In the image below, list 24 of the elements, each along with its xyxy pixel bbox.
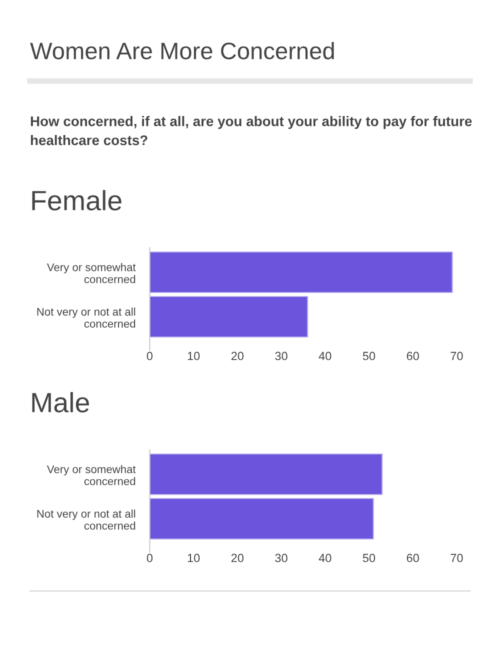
y-tick-label: Very or somewhat concerned bbox=[46, 465, 136, 486]
x-tick-label: 40 bbox=[318, 352, 332, 360]
y-tick-label: Very or somewhat concerned bbox=[46, 263, 136, 284]
x-tick-label: 50 bbox=[362, 352, 376, 360]
x-tick-label: 10 bbox=[188, 554, 200, 562]
chart-title: Male bbox=[32, 392, 89, 412]
text: How concerned, if at all, are you about your ability to pay for future healthcare costs? bbox=[30, 116, 472, 146]
x-tick-label: 30 bbox=[275, 352, 288, 360]
x-tick-label: 60 bbox=[406, 554, 419, 562]
x-tick-label: 30 bbox=[275, 554, 288, 562]
x-tick-label: 20 bbox=[231, 352, 244, 360]
chart-title: Female bbox=[32, 190, 122, 210]
x-tick-label: 70 bbox=[450, 352, 463, 360]
x-tick-label: 70 bbox=[450, 554, 463, 562]
y-tick-label: Not very or not at all concerned bbox=[37, 510, 136, 530]
x-tick-label: 20 bbox=[231, 554, 244, 562]
text: Women Are More Concerned bbox=[30, 42, 334, 60]
x-tick-label: 40 bbox=[318, 554, 332, 562]
y-tick-label: Not very or not at all concerned bbox=[37, 308, 136, 328]
x-tick-label: 50 bbox=[362, 554, 376, 562]
x-tick-label: 0 bbox=[146, 352, 153, 360]
x-tick-label: 0 bbox=[146, 554, 153, 562]
x-tick-label: 60 bbox=[406, 352, 419, 360]
x-tick-label: 10 bbox=[188, 352, 200, 360]
